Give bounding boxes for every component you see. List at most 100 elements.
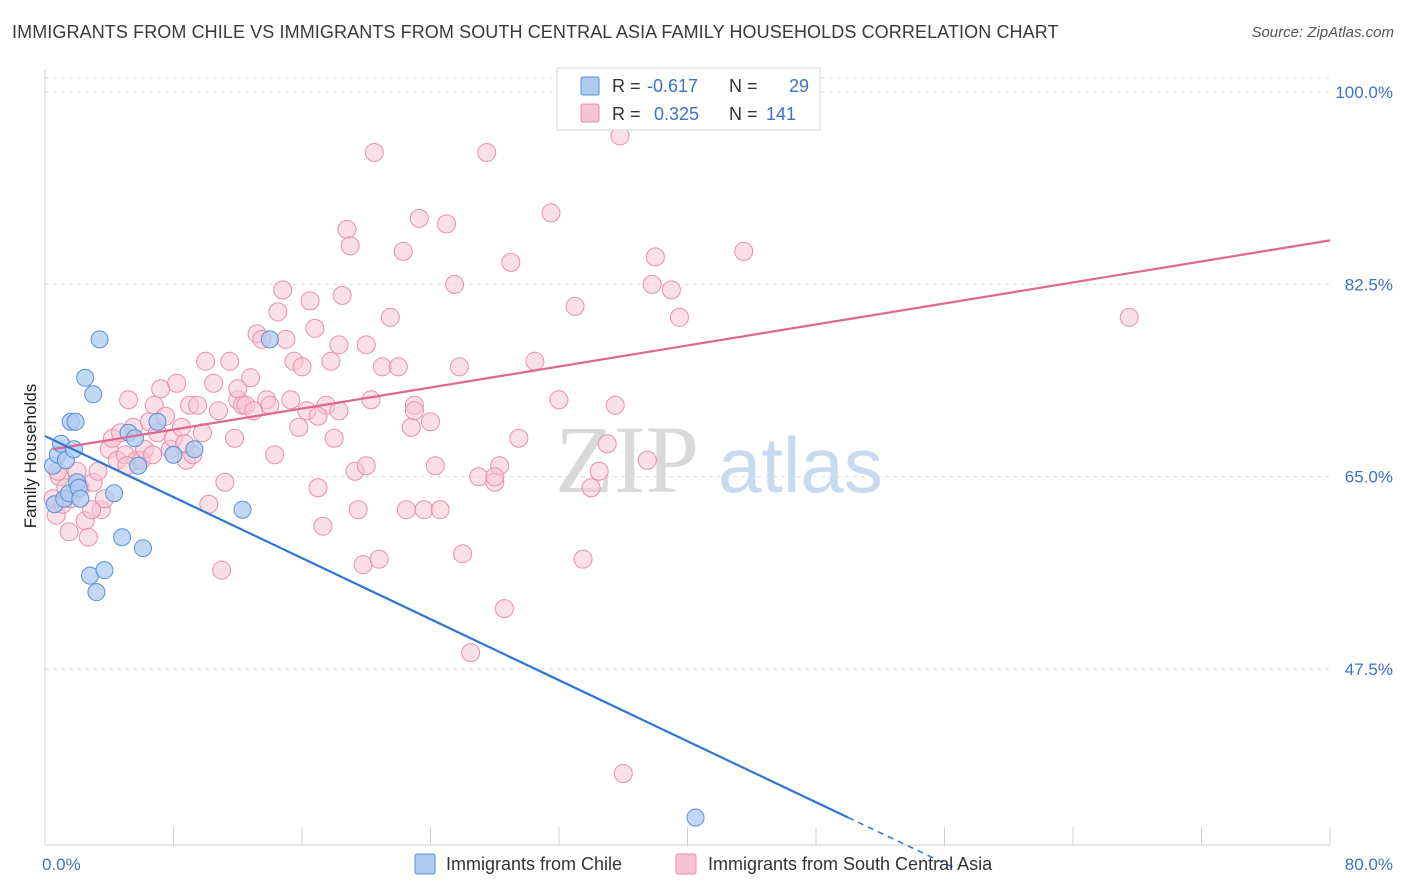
- legend-n-value-asia: 141: [766, 104, 796, 124]
- asia-point: [353, 555, 373, 575]
- legend-n-label-chile: N =: [729, 76, 758, 96]
- asia-point: [82, 500, 102, 520]
- asia-point: [469, 467, 489, 487]
- bottom-legend-label-asia: Immigrants from South Central Asia: [708, 854, 993, 874]
- asia-point: [167, 373, 187, 393]
- asia-point: [445, 274, 465, 294]
- asia-point: [356, 335, 376, 355]
- chart-source: Source: ZipAtlas.com: [1251, 24, 1394, 41]
- asia-point: [369, 549, 389, 569]
- asia-point: [329, 335, 349, 355]
- y-tick-label: 65.0%: [1345, 468, 1393, 487]
- legend-r-value-chile: -0.617: [647, 76, 698, 96]
- asia-point: [228, 379, 248, 399]
- legend-n-label-asia: N =: [729, 104, 758, 124]
- asia-point: [313, 516, 333, 536]
- watermark: ZIP atlas: [555, 406, 883, 513]
- chile-point: [686, 808, 705, 827]
- asia-point: [372, 357, 392, 377]
- legend-swatch-chile: [580, 76, 600, 96]
- asia-point: [364, 142, 384, 162]
- asia-point: [589, 461, 609, 481]
- asia-point: [565, 296, 585, 316]
- legend-box: [556, 67, 821, 131]
- asia-point: [437, 214, 457, 234]
- asia-point: [332, 285, 352, 305]
- asia-point: [642, 274, 662, 294]
- asia-point: [305, 318, 325, 338]
- asia-point: [449, 357, 469, 377]
- axes: [44, 70, 1331, 846]
- asia-point: [78, 527, 98, 547]
- x-tick-label: 0.0%: [42, 855, 81, 874]
- asia-point: [477, 142, 497, 162]
- asia-point: [509, 428, 529, 448]
- asia-point: [597, 434, 617, 454]
- asia-point: [501, 252, 521, 272]
- chile-point: [164, 445, 183, 464]
- chile-point: [260, 330, 279, 349]
- chile-point: [95, 561, 114, 580]
- legend-r-label-asia: R =: [612, 104, 641, 124]
- asia-point: [525, 351, 545, 371]
- bottom-legend-swatch-asia: [675, 853, 697, 875]
- asia-point: [613, 764, 633, 784]
- asia-point: [337, 219, 357, 239]
- asia-point: [669, 307, 689, 327]
- chile-point: [84, 385, 103, 404]
- asia-point: [292, 357, 312, 377]
- asia-point: [380, 307, 400, 327]
- asia-point: [324, 428, 344, 448]
- chile-point: [66, 412, 85, 431]
- asia-point: [605, 395, 625, 415]
- bottom-legend-swatch-chile: [414, 853, 436, 875]
- asia-point: [581, 478, 601, 498]
- chile-point: [105, 484, 124, 503]
- asia-point: [485, 467, 505, 487]
- asia-point: [308, 478, 328, 498]
- asia-point: [289, 417, 309, 437]
- chile-point: [129, 456, 148, 475]
- asia-point: [220, 351, 240, 371]
- legend-swatch-asia: [580, 103, 600, 123]
- y-tick-label: 100.0%: [1335, 83, 1393, 102]
- chile-point: [233, 500, 252, 519]
- asia-point: [340, 236, 360, 256]
- bottom-legend: Immigrants from Chile Immigrants from So…: [414, 853, 993, 875]
- asia-point: [188, 395, 208, 415]
- asia-point: [661, 280, 681, 300]
- asia-point: [281, 390, 301, 410]
- asia-point: [276, 329, 296, 349]
- chile-point: [133, 539, 152, 558]
- asia-point: [541, 203, 561, 223]
- asia-point: [734, 241, 754, 261]
- chile-point: [113, 528, 132, 547]
- x-tick-label: 80.0%: [1345, 855, 1393, 874]
- asia-point: [361, 390, 381, 410]
- asia-point: [404, 401, 424, 421]
- chile-point: [125, 429, 144, 448]
- chile-point: [87, 583, 106, 602]
- asia-point: [265, 445, 285, 465]
- trend-line-chile-extension: [847, 816, 953, 868]
- asia-point: [393, 241, 413, 261]
- watermark-atlas: atlas: [718, 421, 883, 509]
- asia-point: [1119, 307, 1139, 327]
- asia-point: [208, 401, 228, 421]
- asia-point: [356, 456, 376, 476]
- asia-point: [348, 500, 368, 520]
- legend: R = -0.617 N = 29 R = 0.325 N = 141: [556, 67, 821, 131]
- legend-r-label-chile: R =: [612, 76, 641, 96]
- trend-lines: [44, 239, 1331, 868]
- asia-point: [273, 280, 293, 300]
- asia-point: [143, 445, 163, 465]
- asia-point: [308, 406, 328, 426]
- asia-point: [151, 379, 171, 399]
- asia-point: [300, 291, 320, 311]
- asia-point: [396, 500, 416, 520]
- chile-point: [148, 412, 167, 431]
- asia-point: [409, 208, 429, 228]
- asia-point: [59, 522, 79, 542]
- asia-point: [421, 412, 440, 432]
